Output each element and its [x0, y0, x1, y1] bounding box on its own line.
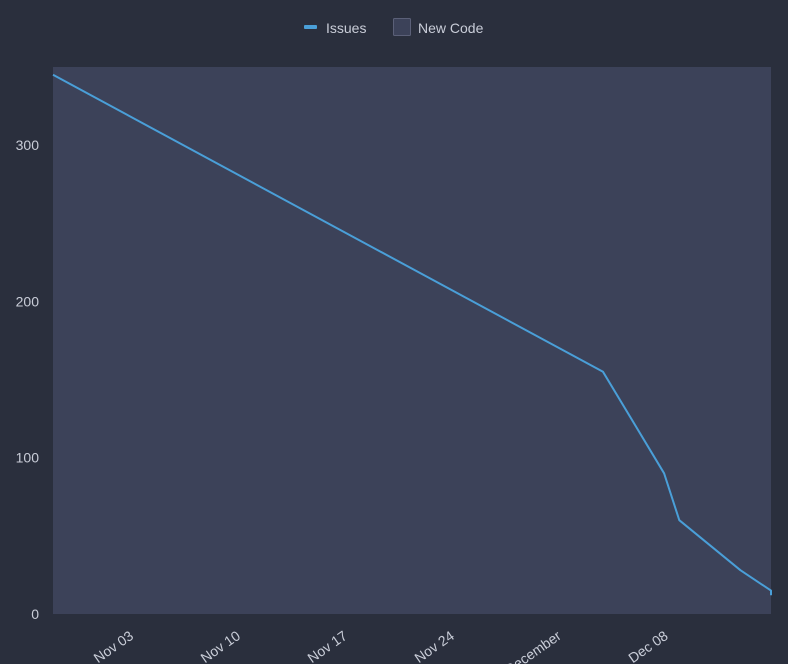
x-tick-label: Dec 08 — [625, 627, 671, 664]
x-tick-label: Nov 24 — [411, 627, 457, 664]
y-tick-label: 0 — [31, 606, 39, 622]
legend: Issues New Code — [304, 18, 484, 37]
issues-legend-label: Issues — [326, 20, 366, 36]
new-code-legend-swatch — [393, 18, 411, 36]
y-tick-label: 100 — [16, 450, 40, 466]
x-tick-label: Nov 03 — [91, 627, 137, 664]
x-axis: Nov 03 Nov 10 Nov 17 Nov 24 December Dec 08 — [91, 627, 671, 664]
y-tick-label: 300 — [16, 137, 40, 153]
y-tick-label: 200 — [16, 293, 40, 309]
x-tick-label: Nov 10 — [198, 627, 244, 664]
issues-legend-swatch — [304, 25, 317, 29]
new-code-legend-label: New Code — [418, 20, 484, 36]
legend-item-issues[interactable]: Issues — [304, 20, 366, 36]
y-axis: 0 100 200 300 — [16, 137, 40, 622]
x-tick-label: December — [502, 627, 564, 664]
issues-series-line — [52, 73, 772, 596]
new-code-area — [53, 67, 771, 614]
legend-item-new-code[interactable]: New Code — [393, 18, 484, 37]
x-tick-label: Nov 17 — [304, 627, 350, 664]
